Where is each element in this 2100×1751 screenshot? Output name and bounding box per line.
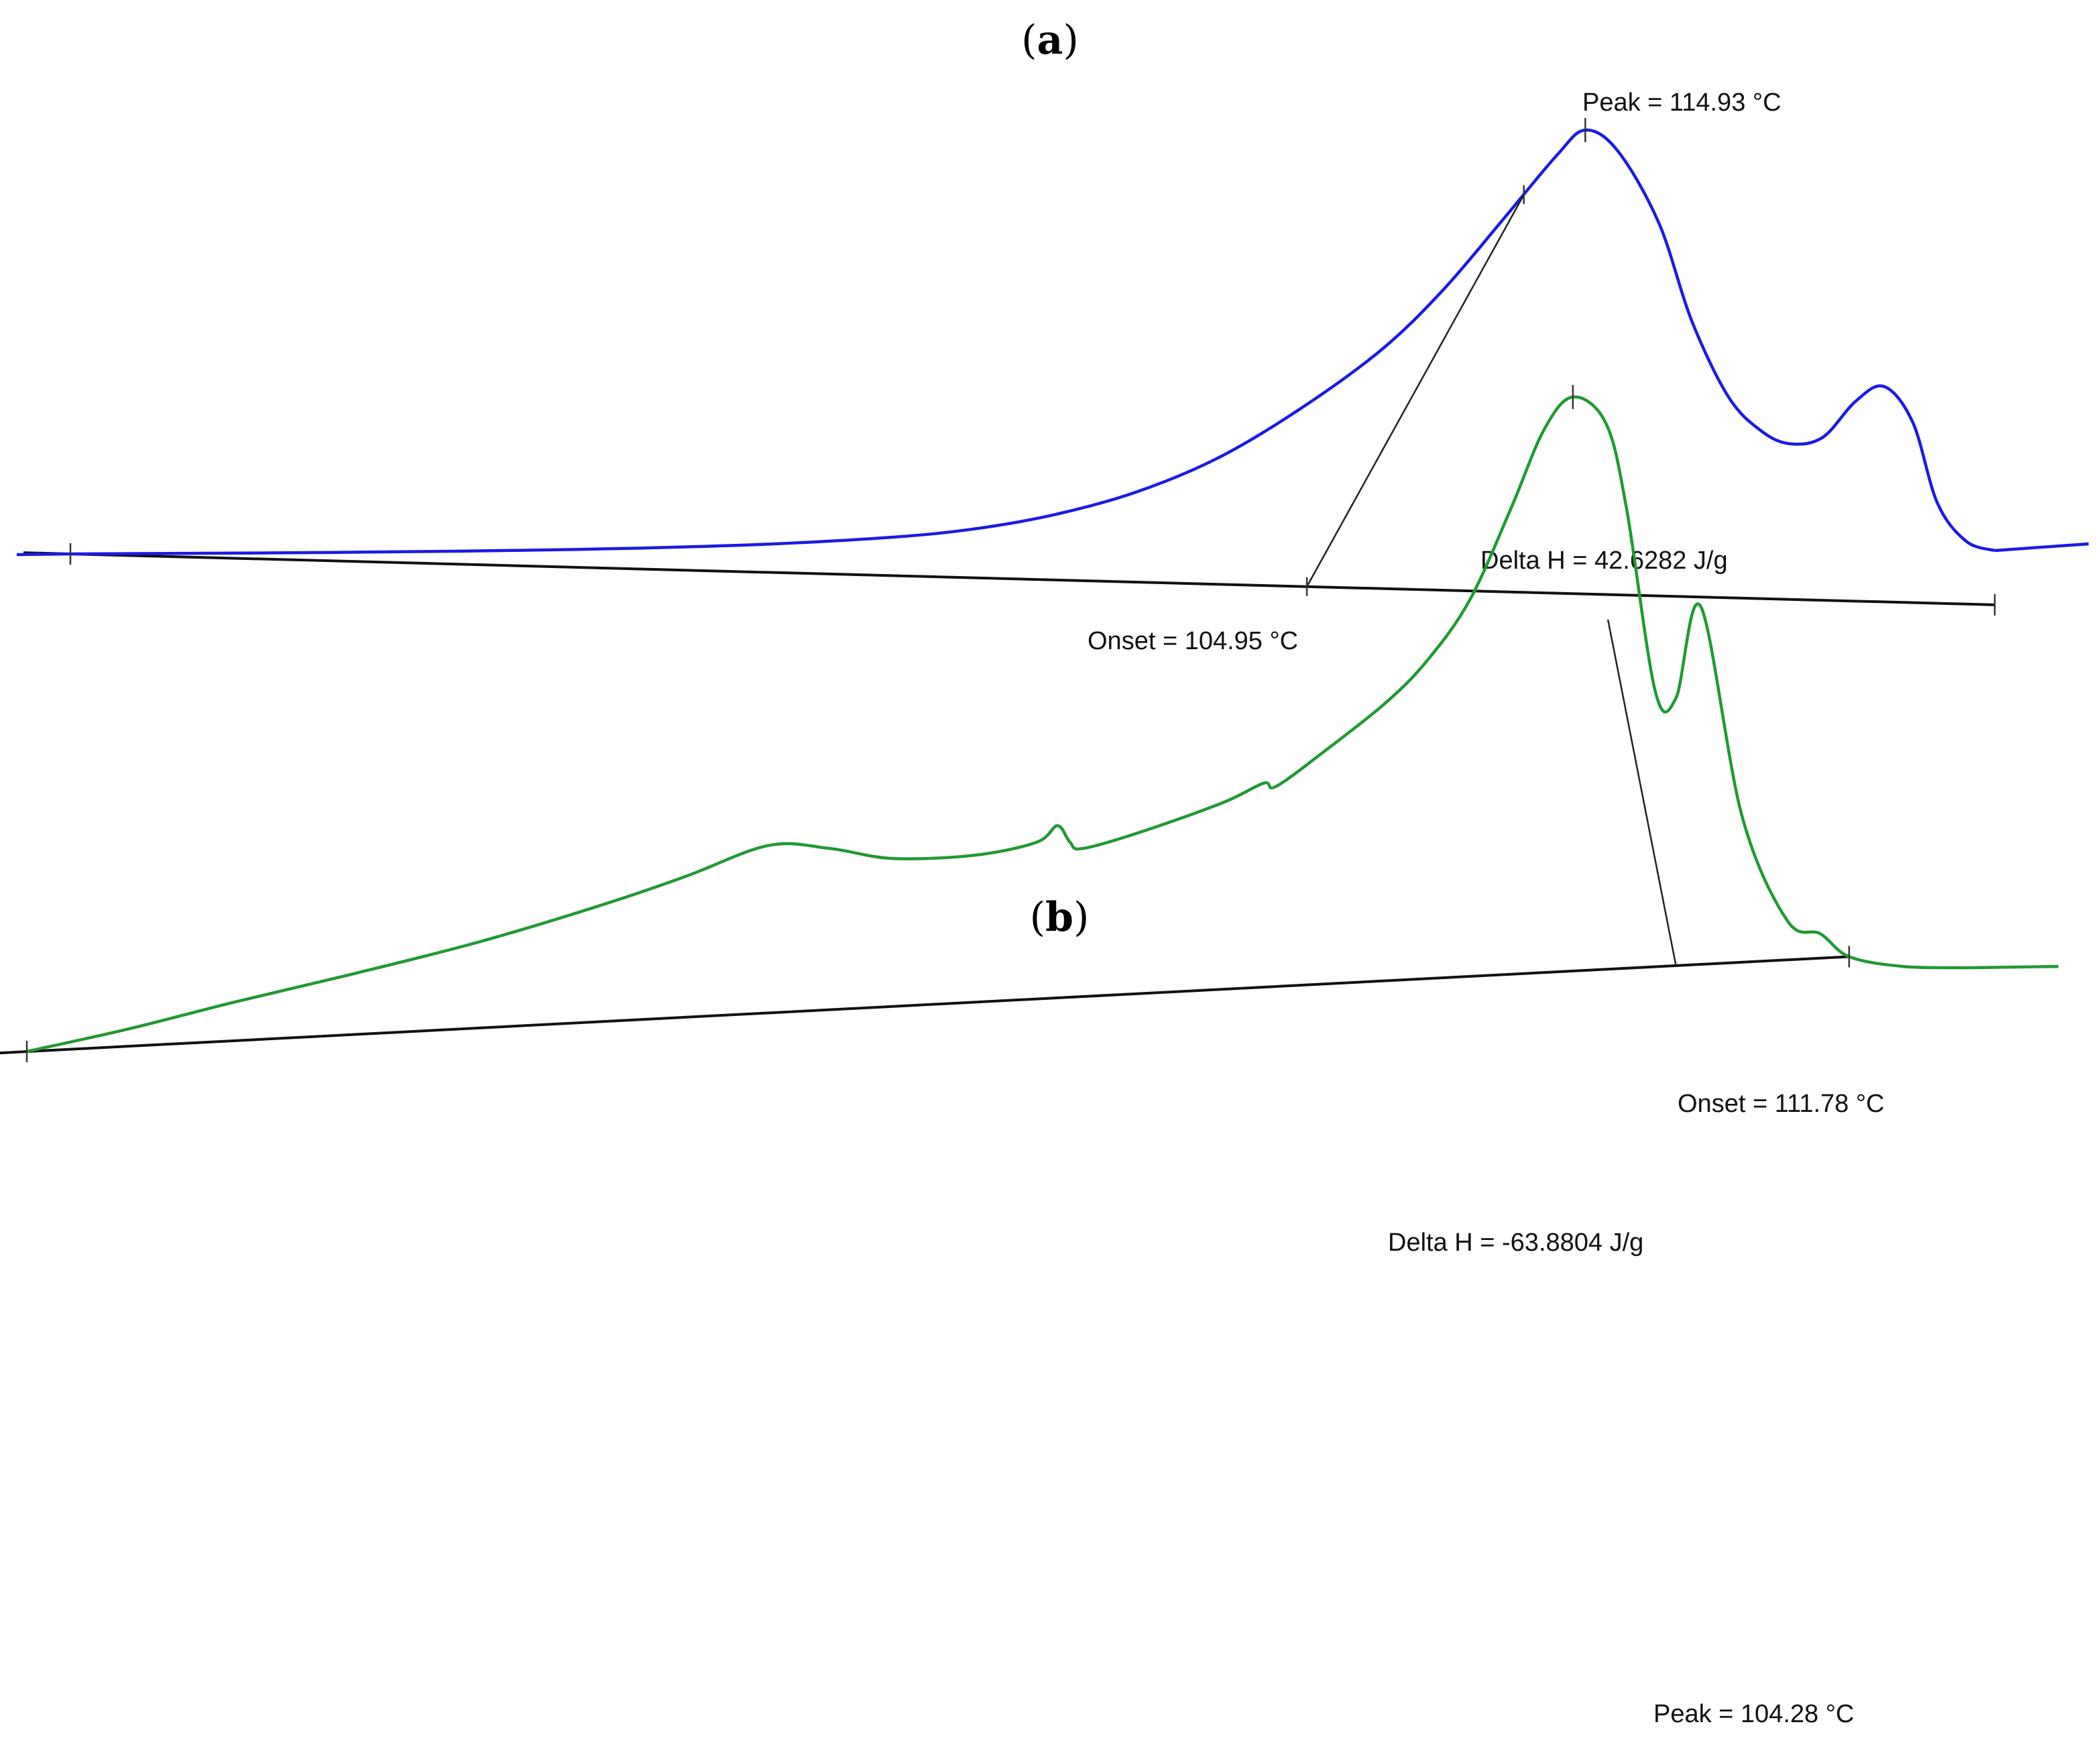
panel-a-label: (a) (1021, 17, 1079, 64)
panel-b-chart: (b) Onset = 111.78 °C Delta H = -63.8804… (0, 385, 2059, 1728)
panel-b-baseline (0, 955, 1849, 1055)
panel-a-curve (70, 128, 1995, 556)
panel-b-onset-tangent (1607, 619, 1677, 966)
panel-b-curve (26, 395, 1965, 1054)
panel-b-letter: b (1045, 894, 1073, 941)
panel-a-letter: a (1037, 17, 1063, 64)
panel-a-onset-label: Onset = 104.95 °C (1088, 627, 1298, 655)
panel-b-curve-tail (1964, 964, 2059, 970)
panel-a-delta-h-label: Delta H = 42.6282 J/g (1480, 547, 1728, 575)
panel-a-curve-lead (16, 552, 71, 557)
panel-a-baseline (23, 551, 1995, 606)
panel-a-onset-tangent (1306, 194, 1525, 587)
panel-b-peak-label: Peak = 104.28 °C (1653, 1700, 1854, 1728)
panel-a-chart: (a) Peak = 114.93 °C Delta H = 42.6282 J… (16, 17, 2089, 655)
panel-a-curve-tail (1994, 542, 2089, 553)
panel-b-delta-h-label: Delta H = -63.8804 J/g (1388, 1229, 1643, 1257)
panel-a-peak-label: Peak = 114.93 °C (1582, 89, 1782, 117)
panel-b-label: (b) (1030, 894, 1090, 941)
panel-b-onset-label: Onset = 111.78 °C (1678, 1090, 1884, 1118)
